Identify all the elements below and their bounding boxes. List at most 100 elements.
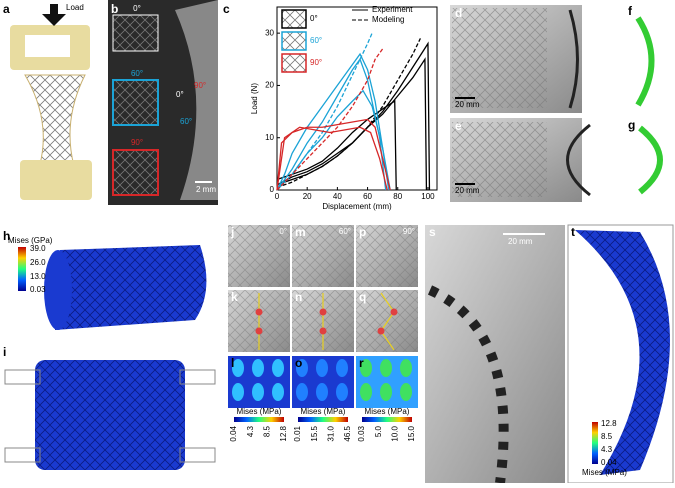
panel-labels: a b c d e f g h i j m p k n q l o r s t	[3, 2, 635, 370]
y-tick-label: 20	[265, 81, 274, 90]
stress-spot	[252, 383, 264, 401]
cylinder-i	[35, 360, 185, 470]
panel-label: r	[359, 356, 364, 370]
angle-label: 90°	[403, 227, 415, 236]
colorbar	[592, 422, 598, 464]
legend-label: Experiment	[372, 5, 413, 14]
colorbar	[18, 247, 26, 291]
colorbar-tick: 12.8	[601, 419, 617, 428]
panel-label: h	[3, 229, 10, 243]
contact-point	[377, 327, 385, 335]
panel-label: b	[111, 2, 118, 16]
stress-spot	[316, 383, 328, 401]
stress-spot	[360, 359, 372, 377]
inset-0	[112, 14, 159, 52]
scale-label: 20 mm	[508, 237, 533, 246]
data-line	[276, 99, 397, 191]
x-tick-label: 20	[303, 192, 312, 201]
device-hole	[25, 35, 70, 57]
inset-angle: 60°	[131, 69, 143, 78]
panel-c: 0 10 20 30 0 20 40 60 80 100 Displacement (mm) Load…	[250, 5, 438, 211]
cylinder-h	[55, 245, 207, 330]
model-t	[575, 230, 670, 475]
panel-label: c	[223, 2, 230, 16]
inset-swatch	[281, 53, 307, 73]
photo-pattern	[292, 225, 354, 287]
photo-angle: 90°	[194, 81, 206, 90]
model-g	[638, 125, 663, 195]
neutral-line	[380, 292, 395, 351]
x-tick-label: 60	[363, 192, 372, 201]
panel-label: k	[231, 290, 238, 304]
colorbar-title: Mises (MPa)	[365, 407, 410, 416]
panel-label: n	[295, 290, 302, 304]
colorbar-tick: 15.0	[407, 425, 416, 441]
stress-spot	[380, 383, 392, 401]
stress-spot	[316, 359, 328, 377]
device-bottom	[20, 160, 92, 200]
inset-90	[112, 149, 159, 196]
panel-label: f	[628, 4, 633, 18]
colorbar-title: Mises (MPa)	[237, 407, 282, 416]
data-line	[276, 38, 421, 188]
grip	[4, 447, 41, 463]
y-tick-label: 0	[270, 185, 275, 194]
contact-point	[255, 308, 263, 316]
angle-label: 0°	[279, 227, 287, 236]
colorbar-tick: 0.03	[357, 425, 366, 441]
plot-frame	[276, 6, 438, 191]
colorbar-tick: 46.5	[343, 425, 352, 441]
panel-label: s	[429, 225, 436, 239]
data-line	[276, 57, 428, 191]
stress-spot	[336, 359, 348, 377]
load-label: Load	[66, 3, 84, 12]
data-line	[276, 89, 390, 191]
panel-label: o	[295, 356, 302, 370]
photo-body	[175, 0, 218, 200]
stress-spot	[252, 359, 264, 377]
stress-spot	[296, 359, 308, 377]
stress-spot	[400, 383, 412, 401]
stress-spot	[272, 383, 284, 401]
panel-label: g	[628, 118, 635, 132]
stress-spot	[400, 359, 412, 377]
colorbar-title: Mises (MPa)	[301, 407, 346, 416]
colorbar-tick: 4.3	[601, 445, 613, 454]
x-tick-label: 80	[393, 192, 402, 201]
y-axis-label: Load (N)	[250, 83, 259, 114]
colorbar-tick: 15.5	[310, 425, 319, 441]
data-line	[276, 57, 387, 191]
stress-spot	[360, 383, 372, 401]
stress-spot	[232, 383, 244, 401]
stress-spot	[380, 359, 392, 377]
inset-swatch	[281, 9, 307, 29]
panels-jr: Mises (MPa) 0.04 4.3 8.5 12.8 0° Mises (MPa) 0.…	[228, 225, 418, 442]
panel-label: q	[359, 290, 366, 304]
colorbar-tick: 5.0	[374, 425, 383, 437]
x-tick-label: 0	[275, 192, 280, 201]
strip-side	[566, 123, 591, 197]
colorbar	[298, 417, 348, 422]
inset-angle: 0°	[133, 4, 141, 13]
contact-point	[255, 327, 263, 335]
stress-spot	[272, 359, 284, 377]
model-f	[635, 16, 655, 107]
colorbar	[234, 417, 284, 422]
inset-label: 0°	[310, 14, 318, 23]
colorbar-tick: 26.0	[30, 258, 46, 267]
strip-side	[568, 9, 579, 109]
grip	[179, 369, 216, 385]
photo-d-pattern	[452, 8, 547, 108]
panel-label: m	[295, 225, 306, 239]
colorbar-tick: 31.0	[326, 425, 335, 441]
inset-angle: 90°	[131, 138, 143, 147]
x-tick-label: 100	[421, 192, 435, 201]
panel-label: t	[571, 225, 575, 239]
panel-label: d	[455, 6, 462, 20]
data-line	[276, 118, 391, 191]
colorbar-title: Mises (MPa)	[582, 468, 627, 477]
colorbar-tick: 4.3	[246, 425, 255, 437]
panel-b: 0° 60° 90° 0° 90° 60° 2 mm	[108, 0, 218, 205]
colorbar-tick: 0.04	[601, 458, 617, 467]
